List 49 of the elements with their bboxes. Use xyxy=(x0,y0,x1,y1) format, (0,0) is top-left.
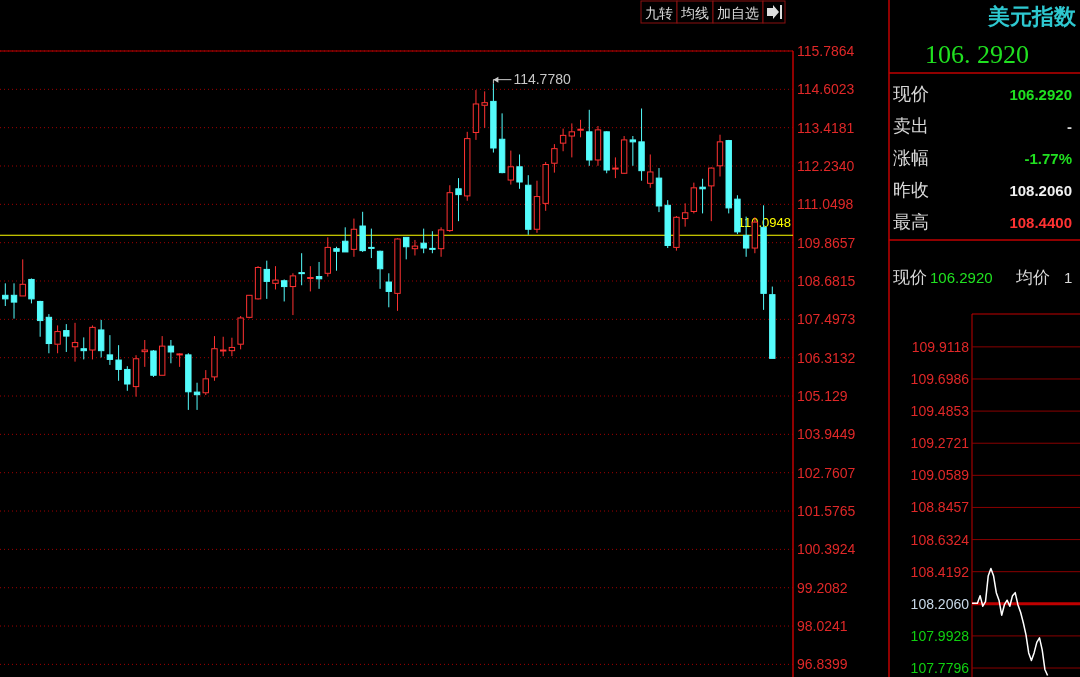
y-tick-label: 109.6986 xyxy=(910,370,970,387)
y-tick-label: 111.0498 xyxy=(797,196,854,213)
text: 106. 2920 xyxy=(925,40,1029,69)
y-tick-label: 106.3132 xyxy=(797,349,856,366)
y-tick-label: 108.2060 xyxy=(910,595,970,612)
text: 涨幅 xyxy=(893,147,929,168)
text: - xyxy=(1067,118,1072,135)
text: 106.2920 xyxy=(930,269,993,286)
y-tick-label: 109.0589 xyxy=(910,467,970,484)
y-tick-label: 107.9928 xyxy=(910,627,970,644)
y-tick-label: 107.4973 xyxy=(797,311,856,328)
y-tick-label: 105.129 xyxy=(797,388,848,405)
y-tick-label: 109.9118 xyxy=(911,338,970,355)
y-tick-label: 113.4181 xyxy=(797,119,855,136)
y-tick-label: 107.7796 xyxy=(910,660,970,677)
text: 卖出 xyxy=(893,115,929,136)
y-tick-label: 108.6815 xyxy=(797,273,856,290)
y-tick-label: 109.2721 xyxy=(910,435,970,452)
y-tick-label: 103.9449 xyxy=(797,426,856,443)
text: 加自选 xyxy=(717,5,759,21)
y-tick-label: 102.7607 xyxy=(797,464,856,481)
y-tick-label: 96.8399 xyxy=(797,656,848,673)
annotation: 114.7780 xyxy=(513,70,571,87)
text: 108.2060 xyxy=(1009,182,1072,199)
text: -1.77% xyxy=(1024,150,1072,167)
text: 九转 xyxy=(645,5,673,21)
text: 美元指数 xyxy=(987,4,1077,29)
y-tick-label: 108.4192 xyxy=(910,563,970,580)
y-tick-label: 108.6324 xyxy=(910,531,970,548)
text: 108.4400 xyxy=(1009,214,1072,231)
text: 106.2920 xyxy=(1009,86,1072,103)
y-tick-label: 99.2082 xyxy=(797,579,848,596)
y-tick-label: 115.7864 xyxy=(797,43,855,59)
y-tick-label: 109.8657 xyxy=(797,234,856,251)
y-tick-label: 108.8457 xyxy=(910,499,970,516)
y-tick-label: 98.0241 xyxy=(797,618,848,635)
y-tick-label: 112.2340 xyxy=(797,158,855,175)
y-tick-label: 109.4853 xyxy=(910,403,970,420)
text: 1 xyxy=(1064,269,1073,286)
text: 均线 xyxy=(680,5,709,21)
y-tick-label: 100.3924 xyxy=(797,541,856,558)
text: 昨收 xyxy=(893,179,929,200)
text: 现价 xyxy=(893,267,927,287)
text: 均价 xyxy=(1015,267,1050,287)
y-tick-label: 114.6023 xyxy=(797,81,855,98)
y-tick-label: 101.5765 xyxy=(797,503,856,520)
text: 现价 xyxy=(893,83,929,104)
text: 最高 xyxy=(893,211,929,232)
line-series xyxy=(971,567,1049,677)
